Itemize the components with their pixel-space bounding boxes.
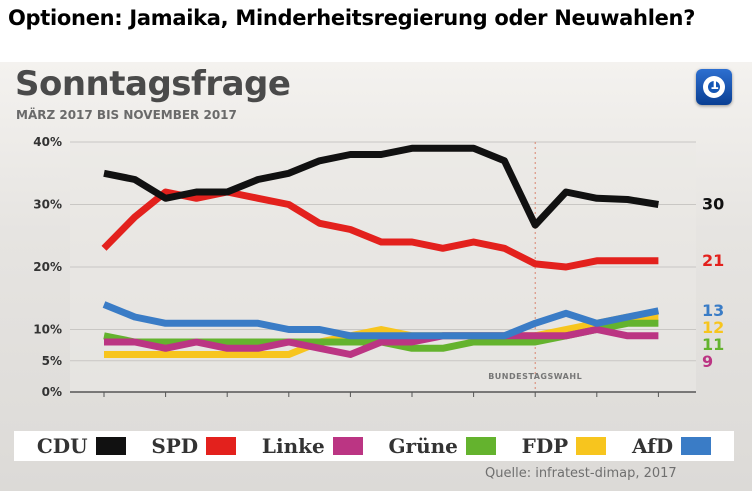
- x-tick-label: 05-17: [208, 400, 246, 402]
- source-note: Quelle: infratest-dimap, 2017: [485, 466, 677, 481]
- end-label-afd: 13: [702, 301, 724, 320]
- headline: Optionen: Jamaika, Minderheitsregierung …: [8, 6, 696, 30]
- x-tick-label: 04-17: [146, 400, 184, 402]
- legend-swatch: [465, 437, 496, 455]
- legend-item-linke: Linke: [262, 434, 363, 458]
- end-label-fdp: 12: [702, 318, 724, 337]
- legend: CDU SPD Linke Grüne FDP AfD: [14, 431, 734, 461]
- legend-swatch: [206, 437, 237, 455]
- legend-label: FDP: [521, 434, 569, 458]
- end-label-linke: 9: [702, 352, 713, 371]
- y-tick-label: 0%: [42, 385, 62, 399]
- end-label-grune: 11: [702, 335, 724, 354]
- y-tick-label: 10%: [33, 323, 62, 337]
- x-tick-label: 06-17: [270, 400, 308, 402]
- series-line-afd: [102, 301, 660, 340]
- y-tick-label: 20%: [33, 260, 62, 274]
- chart-subtitle: MÄRZ 2017 BIS NOVEMBER 2017: [16, 108, 237, 122]
- series-layer: [101, 144, 660, 358]
- tagesschau-logo-icon: 1: [696, 69, 732, 105]
- legend-swatch: [332, 437, 363, 455]
- series-line-linke: [104, 326, 659, 358]
- y-tick-label: 5%: [42, 354, 62, 368]
- x-tick-label: 8-17: [397, 400, 427, 402]
- legend-swatch: [681, 437, 712, 455]
- series-line-fdp: [104, 313, 659, 358]
- line-chart: 0% 5% 10% 20% 30% 40% 03-17 04-17 05-17 06-17 07-1…: [33, 135, 724, 402]
- end-label-cdu: 30: [702, 195, 724, 214]
- x-tick-label: 24-09-17: [505, 400, 565, 402]
- y-tick-label: 40%: [33, 135, 62, 149]
- legend-swatch: [576, 437, 607, 455]
- chart-title: Sonntagsfrage: [15, 64, 291, 104]
- legend-item-spd: SPD: [151, 434, 237, 458]
- x-tick-label: 10-17: [578, 400, 616, 402]
- legend-label: Grüne: [388, 434, 458, 458]
- end-label-spd: 21: [702, 251, 724, 270]
- grid-layer: [70, 141, 696, 393]
- election-annotation: BUNDESTAGSWAHL: [488, 372, 582, 381]
- series-line-cdu: [103, 144, 659, 229]
- x-tick-label: 03-17: [85, 400, 123, 402]
- y-tick-label: 30%: [33, 198, 62, 212]
- series-line-spd: [101, 188, 659, 271]
- legend-label: CDU: [36, 434, 88, 458]
- x-tick-label: 07-17: [331, 400, 369, 402]
- x-tick-label: 9-17: [459, 400, 489, 402]
- x-tick-label: 09-11-17: [628, 400, 688, 402]
- legend-label: Linke: [261, 434, 325, 458]
- axis-layer: 0% 5% 10% 20% 30% 40% 03-17 04-17 05-17 06-17 07-1…: [33, 135, 688, 402]
- legend-item-afd: AfD: [631, 434, 712, 458]
- legend-item-cdu: CDU: [37, 434, 126, 458]
- legend-swatch: [95, 437, 126, 455]
- legend-label: AfD: [631, 434, 674, 458]
- legend-item-fdp: FDP: [522, 434, 607, 458]
- legend-item-grune: Grüne: [388, 434, 496, 458]
- legend-label: SPD: [151, 434, 199, 458]
